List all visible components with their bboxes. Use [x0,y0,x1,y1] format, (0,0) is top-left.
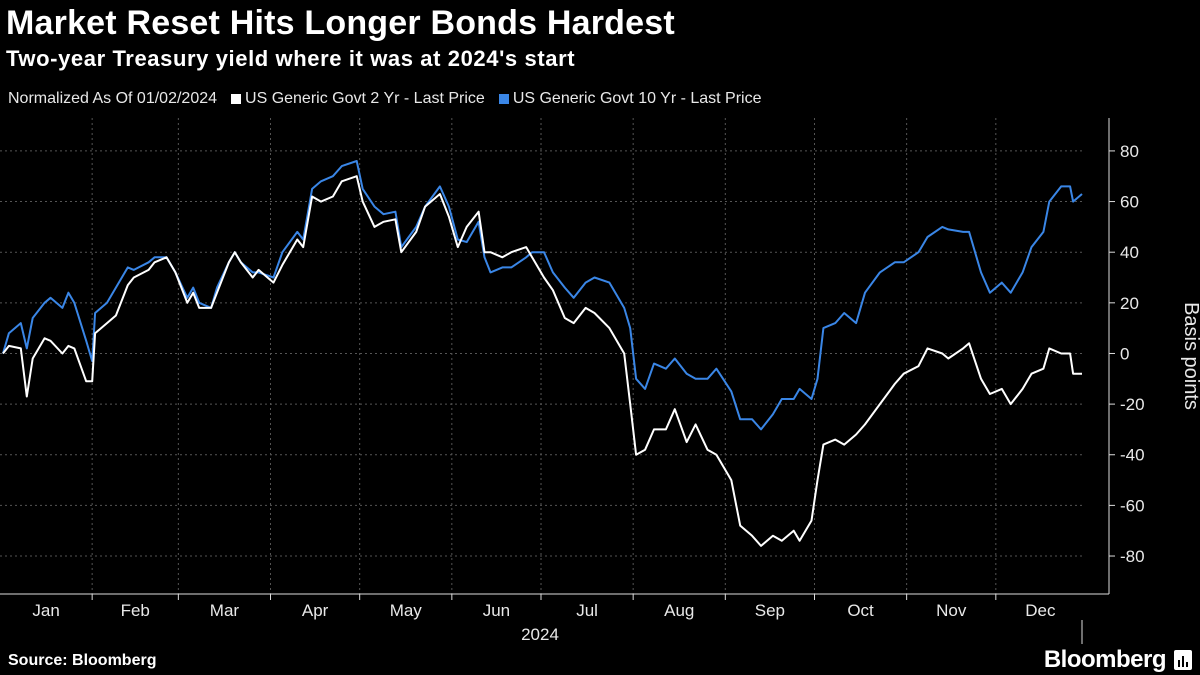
x-tick-label: Jan [32,601,59,620]
chart-series [2,160,1083,547]
y-tick-label: -40 [1120,446,1145,465]
chart-title: Market Reset Hits Longer Bonds Hardest [6,4,675,42]
x-tick-label: Aug [664,601,694,620]
x-tick-label: May [390,601,423,620]
brand-logo: Bloomberg [1043,646,1167,673]
y-tick-label: -20 [1120,395,1145,414]
x-tick-label: Jul [576,601,598,620]
legend-item-10yr: US Generic Govt 10 Yr - Last Price [498,90,762,108]
y-tick-label: -80 [1120,547,1145,566]
y-tick-label: -60 [1120,496,1145,515]
x-tick-label: Sep [755,601,785,620]
legend-label-2yr: US Generic Govt 2 Yr - Last Price [245,90,485,107]
line-chart: 80 60 40 20 0 -20 -40 -60 -80 Jan Feb Mar Apr May Jun J… [0,118,1200,644]
chart-axes: 80 60 40 20 0 -20 -40 -60 -80 Jan Feb Mar Apr May Jun J… [0,118,1145,644]
chart-subtitle: Two-year Treasury yield where it was at … [6,46,576,71]
bloomberg-chart-icon [1174,650,1192,670]
x-tick-label: Apr [302,601,329,620]
legend-item-2yr: US Generic Govt 2 Yr - Last Price [231,90,485,108]
series-line-10yr [2,160,1083,431]
chart-legend: Normalized As Of 01/02/2024 US Generic G… [8,90,762,108]
x-tick-label: Mar [210,601,240,620]
series-line-2yr [2,175,1082,547]
y-tick-label: 80 [1120,142,1139,161]
chart-grid [0,118,1085,594]
legend-label-10yr: US Generic Govt 10 Yr - Last Price [512,90,762,107]
x-tick-label: Feb [121,601,150,620]
x-axis-year-label: 2024 [521,625,559,644]
y-tick-label: 40 [1120,243,1139,262]
y-tick-label: 0 [1120,344,1129,363]
legend-swatch-10yr [498,94,509,104]
x-tick-label: Dec [1025,601,1056,620]
y-tick-label: 60 [1120,193,1139,212]
y-tick-label: 20 [1120,294,1139,313]
legend-note: Normalized As Of 01/02/2024 [8,90,218,107]
source-note: Source: Bloomberg [8,652,157,669]
x-tick-label: Nov [936,601,967,620]
y-axis-label: Basis points [1180,302,1200,410]
legend-swatch-2yr [231,94,242,104]
x-tick-label: Oct [847,601,874,620]
x-tick-label: Jun [483,601,510,620]
